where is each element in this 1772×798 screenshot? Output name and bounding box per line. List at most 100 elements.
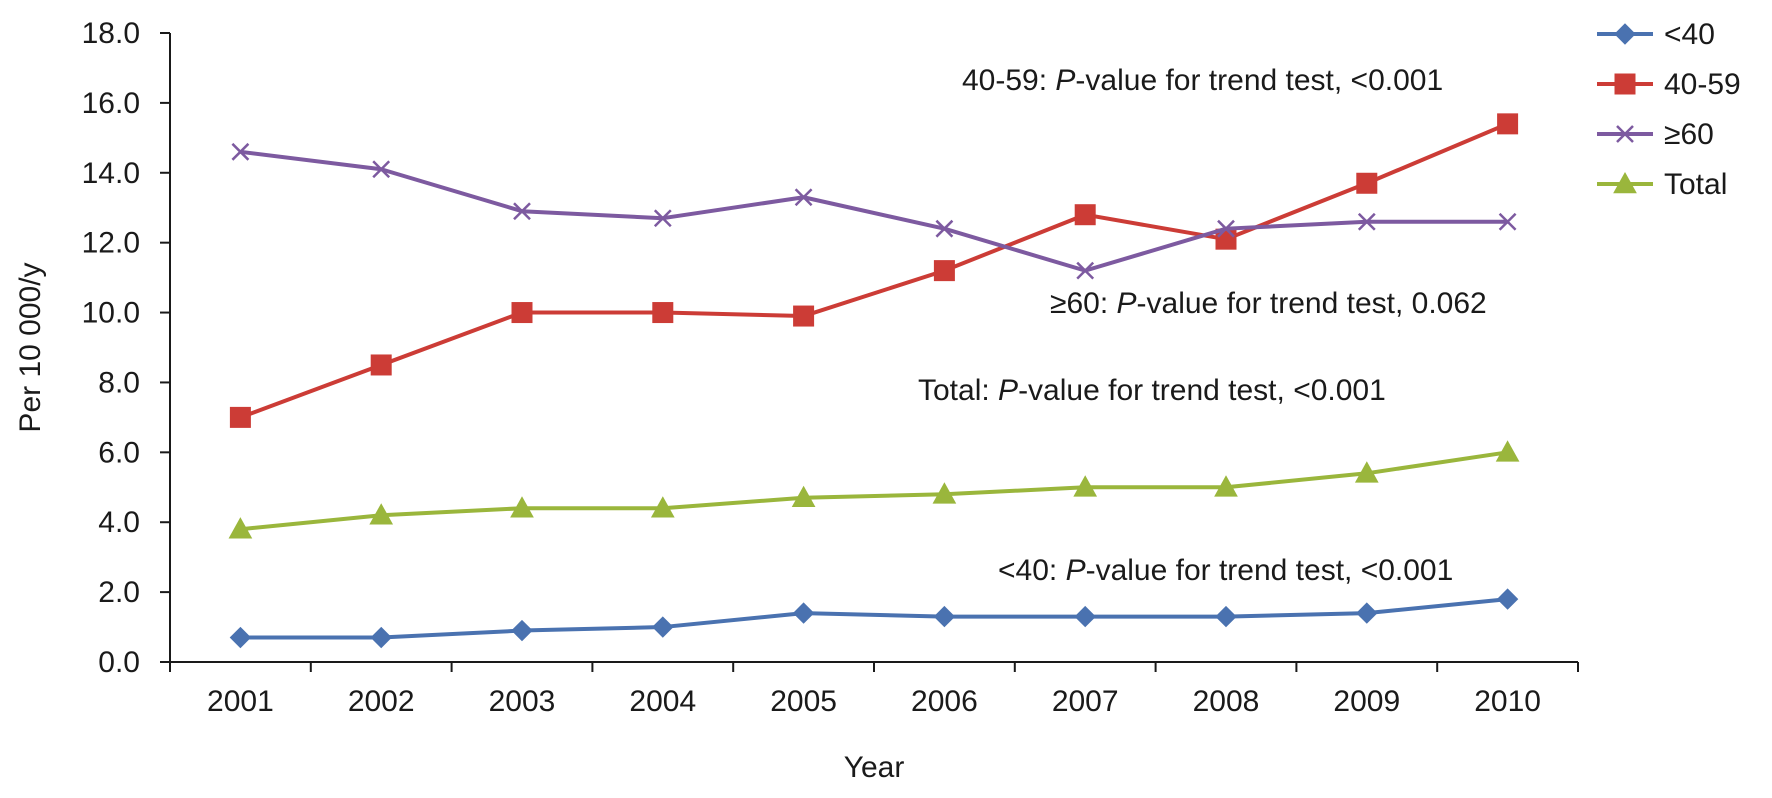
- data-point: [1498, 212, 1517, 231]
- annotation-prefix: 40-59:: [962, 64, 1055, 97]
- series-line: [239, 122, 1509, 420]
- y-tick-label: 4.0: [98, 506, 140, 539]
- x-tick-label: 2007: [1052, 685, 1119, 718]
- legend-label: ≥60: [1664, 118, 1714, 151]
- legend-item: Total: [1597, 168, 1727, 201]
- annotation-p: P: [1117, 287, 1137, 320]
- legend-swatch-marker: [1614, 73, 1636, 95]
- data-point: [229, 626, 252, 649]
- data-point: [1214, 475, 1238, 497]
- x-tick-label: 2006: [911, 685, 978, 718]
- y-axis-ticks: 0.0 2.0 4.0 6.0 8.0 10.0 12.0 14.0 16.0 18.0: [82, 17, 170, 679]
- legend-label: <40: [1664, 18, 1715, 51]
- data-point: [229, 406, 251, 428]
- data-point: [1495, 440, 1520, 462]
- y-tick-label: 8.0: [98, 366, 140, 399]
- data-point: [794, 188, 813, 207]
- trend-annotation: Total: P-value for trend test, <0.001: [918, 374, 1386, 407]
- data-point: [653, 209, 672, 228]
- annotation-suffix: -value for trend test, <0.001: [1018, 374, 1386, 407]
- series-2: [231, 142, 1517, 280]
- data-point: [1217, 219, 1235, 238]
- data-point: [1496, 588, 1519, 610]
- data-point: [933, 260, 955, 282]
- x-axis-ticks: 2001 2002 2003 2004 2005 2006 2007 2008 2009 2010: [169, 662, 1579, 718]
- data-point: [1074, 204, 1096, 226]
- x-tick-label: 2003: [489, 685, 556, 718]
- series-line: [240, 450, 1508, 532]
- data-point: [511, 619, 533, 642]
- trend-annotation: <40: P-value for trend test, <0.001: [998, 554, 1453, 587]
- data-point: [370, 626, 392, 649]
- x-axis-title: Year: [844, 751, 905, 784]
- annotation-prefix: ≥60:: [1050, 287, 1117, 320]
- data-point: [1073, 475, 1098, 497]
- series-line: [240, 597, 1508, 640]
- data-point: [1357, 212, 1376, 231]
- legend-swatch-marker: [1613, 171, 1637, 194]
- data-point: [1356, 172, 1378, 194]
- y-tick-label: 6.0: [98, 436, 140, 469]
- y-axis-title: Per 10 000/y: [14, 262, 47, 432]
- legend: <40 40-59 ≥60 Total: [1597, 18, 1741, 201]
- x-tick-label: 2002: [348, 685, 415, 718]
- annotation-p: P: [1055, 64, 1075, 97]
- x-tick-label: 2010: [1474, 685, 1541, 718]
- y-tick-label: 10.0: [82, 297, 140, 330]
- data-point: [1076, 261, 1095, 280]
- y-tick-label: 12.0: [82, 227, 140, 260]
- data-point: [792, 602, 815, 624]
- annotations: 40-59: P-value for trend test, <0.001≥60…: [918, 64, 1487, 587]
- data-point: [1356, 602, 1378, 624]
- data-point: [369, 503, 394, 525]
- x-tick-label: 2005: [770, 685, 837, 718]
- annotation-p: P: [1066, 554, 1086, 587]
- data-point: [933, 605, 956, 628]
- data-point: [511, 302, 533, 324]
- series-0: [229, 588, 1519, 649]
- trend-annotation: 40-59: P-value for trend test, <0.001: [962, 64, 1443, 97]
- data-point: [652, 302, 674, 324]
- data-point: [935, 219, 954, 238]
- series-1: [229, 113, 1519, 428]
- legend-item: ≥60: [1597, 118, 1714, 151]
- annotation-suffix: -value for trend test, <0.001: [1075, 64, 1443, 97]
- series-3: [228, 440, 1520, 539]
- data-point: [793, 305, 815, 327]
- x-tick-label: 2004: [629, 685, 696, 718]
- legend-label: Total: [1664, 168, 1727, 201]
- legend-item: 40-59: [1597, 68, 1741, 101]
- data-point: [1354, 461, 1379, 483]
- data-point: [370, 354, 392, 376]
- data-point: [513, 202, 531, 221]
- y-tick-label: 14.0: [82, 157, 140, 190]
- data-point: [791, 485, 816, 508]
- annotation-suffix: -value for trend test, <0.001: [1086, 554, 1454, 587]
- data-point: [1215, 605, 1237, 628]
- legend-swatch-marker: [1614, 23, 1636, 45]
- data-point: [932, 482, 957, 504]
- annotation-p: P: [998, 374, 1018, 407]
- annotation-suffix: -value for trend test, 0.062: [1137, 287, 1487, 320]
- data-point: [652, 616, 674, 638]
- trend-annotation: ≥60: P-value for trend test, 0.062: [1050, 287, 1487, 320]
- data-point: [1074, 605, 1096, 628]
- data-point: [650, 496, 675, 518]
- legend-item: <40: [1597, 18, 1715, 51]
- data-point: [1497, 113, 1519, 135]
- y-tick-label: 18.0: [82, 17, 140, 50]
- y-tick-label: 16.0: [82, 87, 140, 120]
- legend-swatch-marker: [1616, 125, 1634, 143]
- y-tick-label: 0.0: [98, 646, 140, 679]
- data-point: [372, 160, 391, 179]
- series-line: [240, 149, 1508, 273]
- data-point: [228, 517, 253, 539]
- annotation-prefix: Total:: [918, 374, 998, 407]
- data-point: [510, 496, 534, 518]
- x-tick-label: 2009: [1333, 685, 1400, 718]
- y-tick-label: 2.0: [98, 576, 140, 609]
- annotation-prefix: <40:: [998, 554, 1066, 587]
- x-tick-label: 2001: [207, 685, 274, 718]
- data-point: [231, 142, 250, 161]
